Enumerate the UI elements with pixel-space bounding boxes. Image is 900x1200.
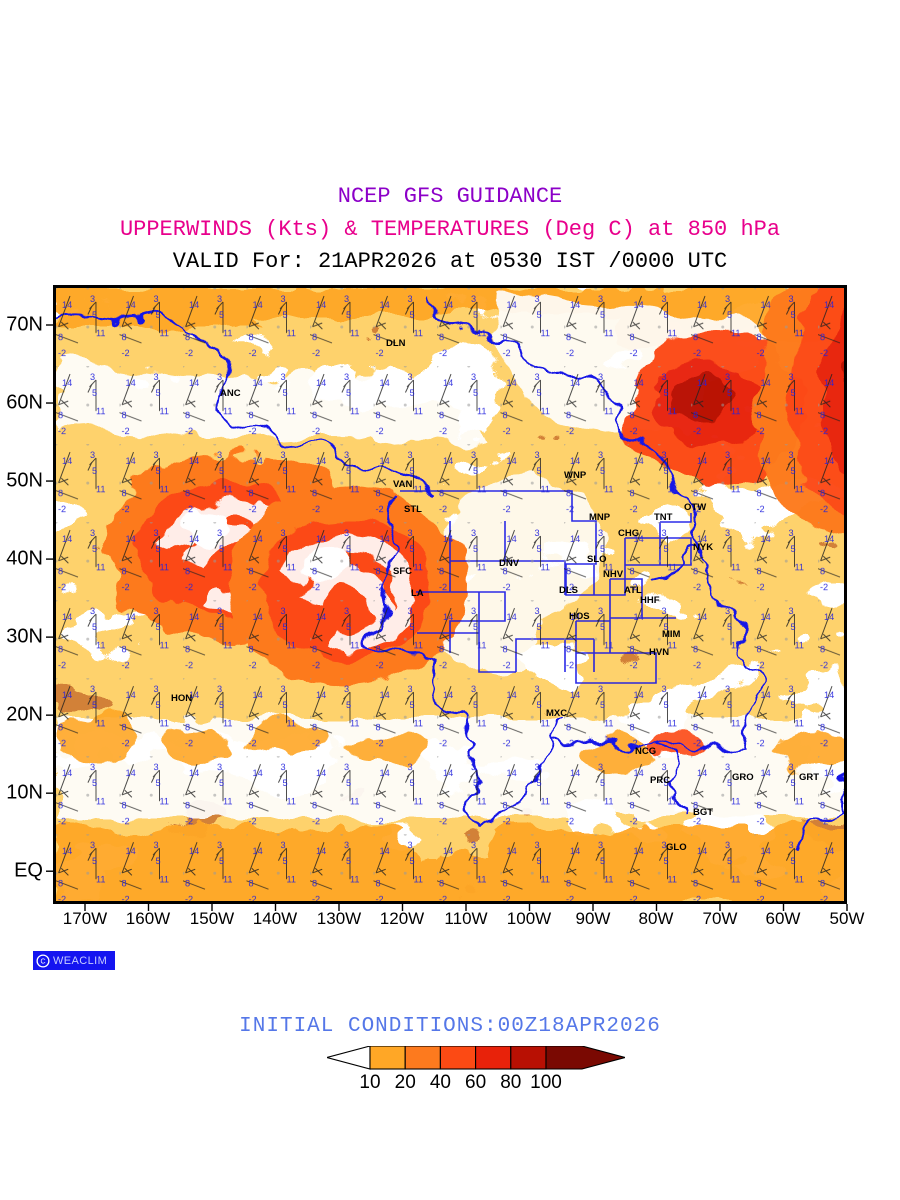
svg-text:VAN: VAN (393, 479, 412, 490)
svg-text:C: C (41, 958, 46, 965)
svg-text:100: 100 (530, 1072, 562, 1093)
svg-text:40: 40 (430, 1072, 451, 1093)
svg-text:MXC: MXC (546, 708, 567, 719)
svg-text:STL: STL (404, 504, 422, 515)
svg-text:DLN: DLN (386, 338, 406, 349)
svg-text:DLS: DLS (559, 585, 578, 596)
svg-text:MNP: MNP (589, 512, 611, 523)
svg-text:GRO: GRO (732, 772, 754, 783)
svg-text:OTW: OTW (684, 502, 706, 513)
svg-text:SLO: SLO (587, 554, 607, 565)
svg-text:SFC: SFC (393, 566, 412, 577)
svg-text:20: 20 (395, 1072, 416, 1093)
svg-text:HON: HON (171, 693, 192, 704)
svg-text:NCG: NCG (635, 746, 656, 757)
svg-text:MIM: MIM (662, 629, 681, 640)
svg-text:PRC: PRC (650, 775, 670, 786)
svg-text:DNV: DNV (499, 558, 520, 569)
svg-text:LA: LA (411, 588, 424, 599)
svg-text:GRT: GRT (799, 772, 819, 783)
svg-text:BGT: BGT (693, 807, 713, 818)
svg-text:WNP: WNP (564, 470, 587, 481)
svg-text:ANC: ANC (220, 388, 241, 399)
svg-text:HOS: HOS (569, 611, 590, 622)
svg-text:CHG: CHG (618, 528, 639, 539)
svg-text:TNT: TNT (654, 512, 673, 523)
svg-text:NYK: NYK (693, 542, 713, 553)
svg-text:GLO: GLO (666, 842, 687, 853)
svg-text:60: 60 (465, 1072, 486, 1093)
svg-text:HHF: HHF (640, 595, 660, 606)
svg-text:80: 80 (500, 1072, 521, 1093)
svg-text:NHV: NHV (603, 569, 624, 580)
svg-text:10: 10 (359, 1072, 380, 1093)
svg-text:HVN: HVN (649, 647, 669, 658)
